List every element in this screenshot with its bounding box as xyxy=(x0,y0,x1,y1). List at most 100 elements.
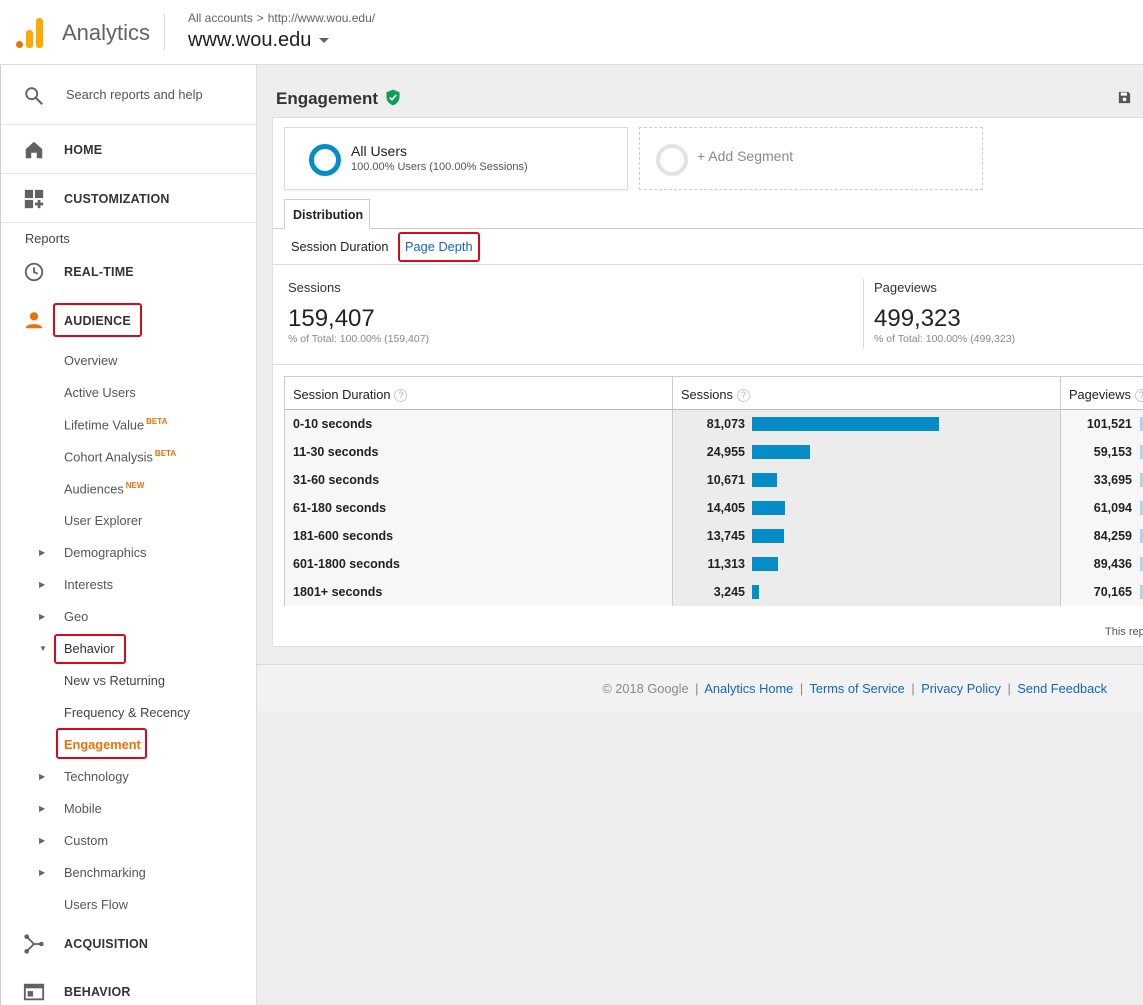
column-header-label: Sessions xyxy=(681,387,733,402)
column-header-label: Pageviews xyxy=(1069,387,1131,402)
sidebar: Search reports and help HOME CUSTOMIZATI… xyxy=(0,65,257,1005)
expand-arrow-icon[interactable]: ▶ xyxy=(39,804,46,813)
sidebar-item-engagement[interactable]: Engagement xyxy=(64,737,141,752)
new-badge: NEW xyxy=(125,481,145,490)
sidebar-item-overview[interactable]: Overview xyxy=(64,353,118,368)
footer-separator: | xyxy=(1007,681,1011,696)
highlight-box xyxy=(53,303,142,337)
sidebar-item-realtime[interactable]: REAL-TIME xyxy=(1,257,257,287)
sidebar-item-acquisition[interactable]: ACQUISITION xyxy=(1,929,257,959)
cell-pageviews: 61,094 xyxy=(1060,494,1143,522)
pageviews-value: 59,153 xyxy=(1093,445,1132,459)
expand-arrow-icon[interactable]: ▶ xyxy=(39,772,46,781)
search-input[interactable]: Search reports and help xyxy=(66,87,203,102)
help-icon[interactable]: ? xyxy=(394,389,408,403)
table-row[interactable]: 601-1800 seconds 11,313 89,436 xyxy=(284,550,1143,578)
beta-badge: BETA xyxy=(154,449,177,458)
page-title: Engagement xyxy=(276,89,379,108)
sessions-bar xyxy=(752,473,777,487)
help-icon[interactable]: ? xyxy=(736,389,750,403)
pageviews-value: 33,695 xyxy=(1093,473,1132,487)
sidebar-item-demographics[interactable]: Demographics xyxy=(64,545,147,560)
cell-sessions: 24,955 xyxy=(672,438,1060,466)
expand-arrow-icon[interactable]: ▶ xyxy=(39,868,46,877)
expand-arrow-icon[interactable]: ▶ xyxy=(39,612,46,621)
footer-link-terms[interactable]: Terms of Service xyxy=(809,681,905,696)
cell-pageviews: 70,165 xyxy=(1060,578,1143,606)
sidebar-item-behavior[interactable]: BEHAVIOR xyxy=(1,977,257,1005)
report-header: Engagement xyxy=(257,65,1143,117)
metric-pageviews-label: Pageviews xyxy=(874,280,937,295)
sidebar-item-cohort-analysis[interactable]: Cohort Analysis BETA xyxy=(64,449,176,464)
tab-divider xyxy=(273,228,1143,229)
breadcrumb-url[interactable]: http://www.wou.edu/ xyxy=(267,11,376,25)
breadcrumb[interactable]: All accounts > http://www.wou.edu/ xyxy=(188,11,375,25)
highlight-box xyxy=(398,232,480,262)
segment-all-users[interactable]: All Users 100.00% Users (100.00% Session… xyxy=(284,127,628,190)
metric-divider xyxy=(863,279,864,349)
sidebar-item-customization[interactable]: CUSTOMIZATION xyxy=(1,174,257,222)
help-icon[interactable]: ? xyxy=(1134,389,1143,403)
data-table: Session Duration? Sessions? Pageviews? 0… xyxy=(284,376,1143,606)
save-icon[interactable] xyxy=(1117,90,1132,105)
sidebar-item-technology[interactable]: Technology xyxy=(64,769,129,784)
expand-arrow-icon[interactable]: ▶ xyxy=(39,836,46,845)
cell-session-duration: 601-1800 seconds xyxy=(284,550,672,578)
sessions-value: 3,245 xyxy=(713,585,745,599)
column-header-label: Session Duration xyxy=(293,387,391,402)
sidebar-item-audience[interactable]: AUDIENCE xyxy=(1,305,257,335)
sidebar-item-active-users[interactable]: Active Users xyxy=(64,385,136,400)
expand-arrow-icon[interactable]: ▶ xyxy=(39,580,46,589)
table-row[interactable]: 1801+ seconds 3,245 70,165 xyxy=(284,578,1143,606)
sessions-bar xyxy=(752,585,759,599)
sidebar-item-interests[interactable]: Interests xyxy=(64,577,114,592)
footer-separator: | xyxy=(799,681,804,696)
sidebar-item-user-explorer[interactable]: User Explorer xyxy=(64,513,143,528)
sidebar-item-lifetime-value[interactable]: Lifetime Value BETA xyxy=(64,417,167,432)
analytics-logo-icon[interactable] xyxy=(16,18,44,48)
cell-session-duration: 31-60 seconds xyxy=(284,466,672,494)
footer-link-analytics-home[interactable]: Analytics Home xyxy=(704,681,794,696)
report-panel: All Users 100.00% Users (100.00% Session… xyxy=(272,117,1143,647)
sidebar-item-custom[interactable]: Custom xyxy=(64,833,109,848)
reports-header: Reports xyxy=(25,231,70,246)
sidebar-item-geo[interactable]: Geo xyxy=(64,609,89,624)
metric-sessions-total: % of Total: 100.00% (159,407) xyxy=(288,333,430,345)
table-row[interactable]: 61-180 seconds 14,405 61,094 xyxy=(284,494,1143,522)
sidebar-item-benchmarking[interactable]: Benchmarking xyxy=(64,865,146,880)
subtab-page-depth[interactable]: Page Depth xyxy=(405,239,473,254)
pageviews-bar xyxy=(1140,473,1143,487)
table-row[interactable]: 11-30 seconds 24,955 59,153 xyxy=(284,438,1143,466)
collapse-arrow-icon[interactable]: ▼ xyxy=(39,644,47,653)
column-header-sessions[interactable]: Sessions? xyxy=(672,377,1060,410)
column-header-pageviews[interactable]: Pageviews? xyxy=(1060,377,1143,410)
sidebar-item-label: ACQUISITION xyxy=(64,937,149,951)
table-row[interactable]: 181-600 seconds 13,745 84,259 xyxy=(284,522,1143,550)
table-row[interactable]: 31-60 seconds 10,671 33,695 xyxy=(284,466,1143,494)
footer-link-feedback[interactable]: Send Feedback xyxy=(1017,681,1107,696)
sessions-bar xyxy=(752,445,810,459)
breadcrumb-accounts[interactable]: All accounts xyxy=(188,11,253,25)
sidebar-item-mobile[interactable]: Mobile xyxy=(64,801,102,816)
sessions-value: 11,313 xyxy=(707,557,745,571)
sidebar-item-frequency-recency[interactable]: Frequency & Recency xyxy=(64,705,190,720)
property-selector[interactable]: www.wou.edu xyxy=(188,29,330,52)
expand-arrow-icon[interactable]: ▶ xyxy=(39,548,46,557)
sessions-value: 14,405 xyxy=(706,501,745,515)
subtab-session-duration[interactable]: Session Duration xyxy=(291,239,389,254)
table-row[interactable]: 0-10 seconds 81,073 101,521 xyxy=(284,410,1143,438)
column-header-session-duration[interactable]: Session Duration? xyxy=(284,377,672,410)
metric-divider-line xyxy=(273,364,1143,365)
sidebar-item-new-vs-returning[interactable]: New vs Returning xyxy=(64,673,165,688)
sidebar-item-audiences[interactable]: Audiences NEW xyxy=(64,481,144,496)
footer-link-privacy[interactable]: Privacy Policy xyxy=(921,681,1001,696)
sidebar-item-users-flow[interactable]: Users Flow xyxy=(64,897,128,912)
sidebar-item-behavior-sub[interactable]: Behavior xyxy=(64,641,115,656)
app-title[interactable]: Analytics xyxy=(62,20,151,45)
search-row[interactable]: Search reports and help xyxy=(1,65,257,124)
add-segment-button[interactable]: + Add Segment xyxy=(639,127,983,190)
sidebar-item-home[interactable]: HOME xyxy=(1,125,257,173)
cell-pageviews: 89,436 xyxy=(1060,550,1143,578)
pageviews-bar xyxy=(1140,585,1143,599)
tab-distribution[interactable]: Distribution xyxy=(284,199,370,229)
